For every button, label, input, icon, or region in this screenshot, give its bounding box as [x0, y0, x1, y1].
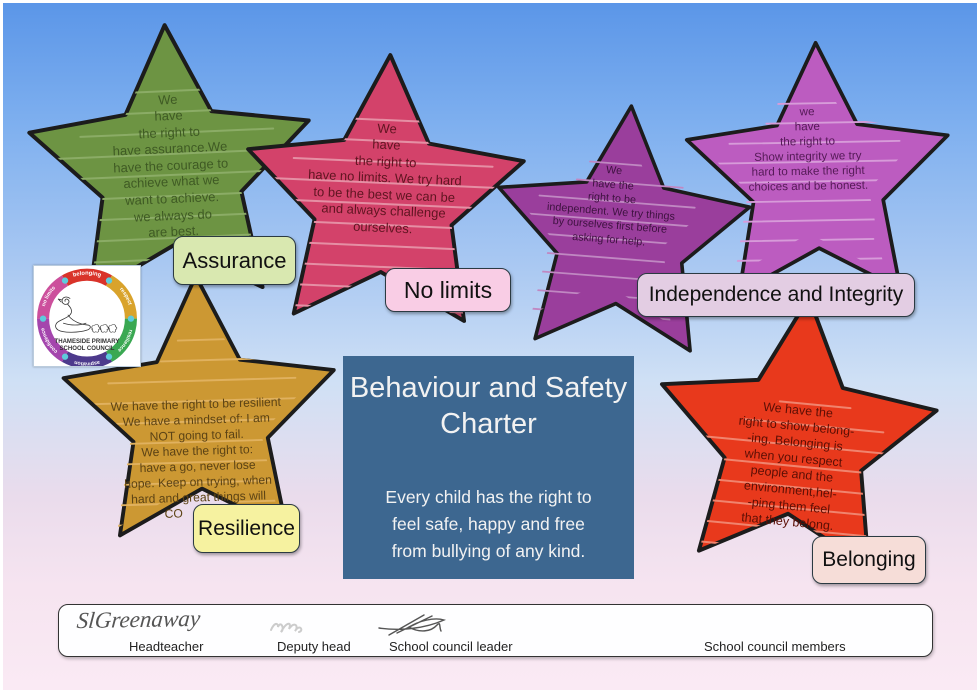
svg-text:THAMESIDE PRIMARY: THAMESIDE PRIMARY — [55, 339, 120, 345]
svg-text:SCHOOL COUNCIL: SCHOOL COUNCIL — [60, 346, 115, 352]
